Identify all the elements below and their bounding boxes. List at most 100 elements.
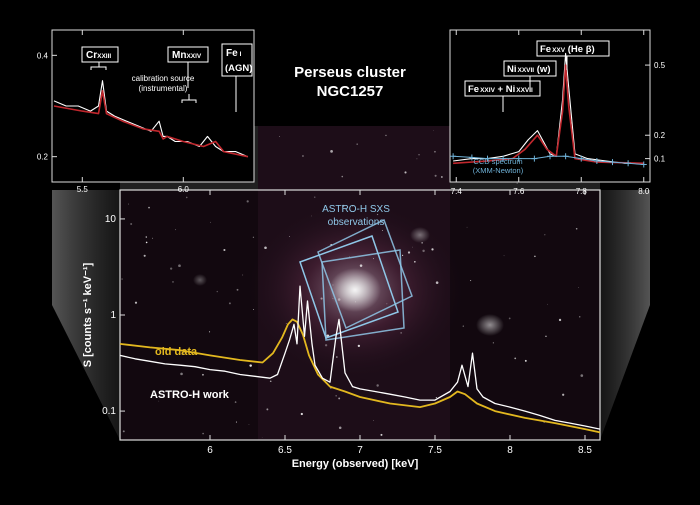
x-tick-label: 6.5: [278, 445, 292, 456]
x-tick-label: 7: [357, 445, 363, 456]
mn-label: Mn: [172, 50, 186, 61]
y-tick-label: 0.1: [654, 155, 666, 164]
star: [134, 301, 138, 304]
main-x-axis-label: Energy (observed) [keV]: [292, 458, 419, 470]
star: [337, 298, 341, 301]
star: [534, 255, 536, 258]
star: [359, 264, 363, 267]
star: [407, 251, 411, 254]
star: [401, 254, 404, 256]
star: [216, 290, 218, 293]
star: [278, 136, 280, 137]
star: [180, 372, 183, 376]
svg-text:FeXXIV + NiXXVII: FeXXIV + NiXXVII: [468, 84, 533, 95]
star: [575, 227, 578, 230]
star: [310, 215, 312, 217]
right-inset-ticks: 7.4 7.6 7.8 8.0 0.1 0.2 0.5: [451, 30, 666, 196]
star: [148, 206, 150, 209]
old-data-label: old data: [155, 346, 198, 358]
star: [178, 264, 181, 268]
star: [412, 246, 413, 248]
star: [579, 316, 581, 318]
star: [172, 281, 174, 283]
y-tick-label: 0.4: [37, 51, 49, 60]
right-data-line: [453, 52, 644, 164]
x-tick-label: 7.4: [451, 187, 463, 196]
star: [508, 317, 511, 320]
ccd-point: [484, 155, 491, 162]
star: [376, 384, 379, 387]
star: [228, 302, 231, 305]
star: [151, 237, 154, 239]
star: [202, 432, 204, 435]
star: [285, 323, 287, 324]
star: [181, 352, 184, 356]
star: [376, 213, 379, 216]
cr-subscript: XXIII: [97, 53, 111, 60]
star: [234, 401, 237, 403]
main-series: [119, 285, 601, 434]
star: [434, 150, 436, 153]
star: [466, 226, 468, 228]
star: [578, 287, 580, 288]
star: [336, 356, 338, 358]
ccd-point: [562, 153, 569, 160]
x-tick-label: 8.0: [638, 187, 650, 196]
ccd-point: [547, 153, 553, 160]
sxs-label-line1: ASTRO-H SXS: [322, 204, 390, 215]
star: [580, 374, 584, 377]
title-line1: Perseus cluster: [294, 64, 406, 81]
x-tick-label: 7.5: [428, 445, 442, 456]
star: [246, 200, 249, 203]
star: [145, 236, 147, 238]
ni-w-label: Ni: [507, 64, 517, 75]
ccd-point: [609, 159, 616, 166]
calibration-label-line2: (instrumental): [139, 84, 188, 93]
star: [175, 229, 177, 231]
left-connector: [52, 190, 120, 440]
star: [202, 373, 204, 376]
left-inset-background: [52, 30, 254, 182]
x-tick-label: 8.5: [578, 445, 592, 456]
fe-ni-label: Fe: [468, 84, 479, 95]
star: [524, 359, 527, 362]
star: [145, 241, 148, 244]
star: [127, 203, 129, 205]
star: [381, 229, 383, 231]
star: [400, 332, 402, 334]
y-tick-label: 0.5: [654, 61, 666, 70]
star: [121, 278, 123, 280]
y-tick-label: 10: [105, 214, 117, 225]
sxs-label-line2: observations: [328, 217, 385, 228]
star: [170, 267, 173, 270]
ccd-point: [640, 161, 647, 168]
star: [470, 280, 472, 282]
old-data-line: [119, 318, 601, 434]
fe-he-rest: (He β): [565, 44, 595, 55]
star: [330, 150, 333, 153]
star: [357, 344, 361, 348]
ccd-point: [593, 157, 600, 164]
star: [544, 234, 546, 236]
star: [558, 318, 562, 322]
calibration-label-line1: calibration source: [132, 74, 195, 83]
ccd-label-line1: CCD spectrum: [473, 157, 522, 166]
star: [349, 256, 350, 257]
ccd-point: [468, 154, 475, 161]
x-tick-label: 5.5: [77, 185, 89, 194]
star: [266, 408, 269, 411]
svg-text:CrXXIII: CrXXIII: [86, 50, 111, 61]
star: [342, 204, 345, 208]
fe-he-subscript: XXV: [552, 47, 566, 54]
star: [418, 154, 420, 156]
star: [492, 342, 494, 344]
ccd-point: [450, 153, 457, 160]
star: [252, 236, 255, 238]
x-tick-label: 8: [507, 445, 513, 456]
right-inset-line-labels: FeXXV (He β) NiXXVII (w) FeXXIV + NiXXVI…: [464, 40, 610, 175]
ccd-point: [578, 155, 585, 162]
star: [269, 380, 272, 383]
sxs-observation-boxes: [299, 218, 413, 341]
ni-w-subscript: XXVII: [518, 67, 535, 74]
y-tick-label: 0.1: [102, 406, 116, 417]
